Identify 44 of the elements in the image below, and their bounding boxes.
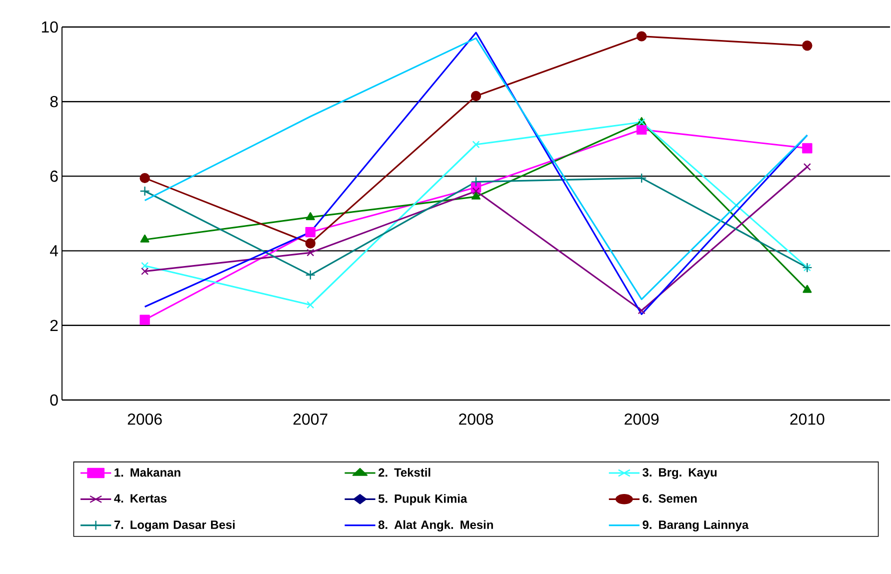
point <box>802 143 812 154</box>
legend-label: 2. Tekstil <box>378 468 430 477</box>
point <box>306 301 314 309</box>
legend-label: 4. Kertas <box>114 494 167 503</box>
legend-label: 1. Makanan <box>114 468 180 477</box>
legend-label: 5. Pupuk Kimia <box>378 494 468 506</box>
y-tick-label: 4 <box>50 245 58 256</box>
point <box>638 306 646 314</box>
y-tick-label: 2 <box>50 320 58 331</box>
point <box>306 212 315 220</box>
x-tick-label: 2010 <box>790 414 824 425</box>
point <box>306 248 314 256</box>
point <box>472 140 480 148</box>
legend-label: 3. Brg. Kayu <box>642 468 717 479</box>
point <box>140 186 150 196</box>
point <box>140 314 150 325</box>
point <box>636 124 647 135</box>
point <box>472 192 480 200</box>
point <box>305 270 316 280</box>
point <box>802 284 812 293</box>
point <box>140 172 150 184</box>
x-tick-label: 2009 <box>624 414 659 425</box>
legend-label: 8. Alat Angk. Mesin <box>378 520 493 532</box>
legend-label: 6. Semen <box>642 494 697 503</box>
legend-label: 7. Logam Dasar Besi <box>114 520 235 532</box>
point <box>472 187 480 195</box>
y-tick-label: 6 <box>50 170 58 182</box>
point <box>803 163 811 171</box>
point <box>470 90 482 102</box>
point <box>141 268 149 276</box>
x-tick-label: 2008 <box>459 414 494 425</box>
point <box>305 238 316 248</box>
y-tick-label: 8 <box>50 96 58 108</box>
point <box>802 40 812 51</box>
point <box>140 234 150 242</box>
point <box>141 262 149 270</box>
point <box>470 176 482 187</box>
x-tick-label: 2006 <box>128 414 162 425</box>
legend-label: 9. Barang Lainnya <box>642 520 749 532</box>
point <box>305 227 316 238</box>
y-tick-label: 0 <box>50 394 58 406</box>
point <box>636 31 647 42</box>
y-tick-label: 10 <box>42 21 58 33</box>
x-tick-label: 2007 <box>293 414 328 425</box>
